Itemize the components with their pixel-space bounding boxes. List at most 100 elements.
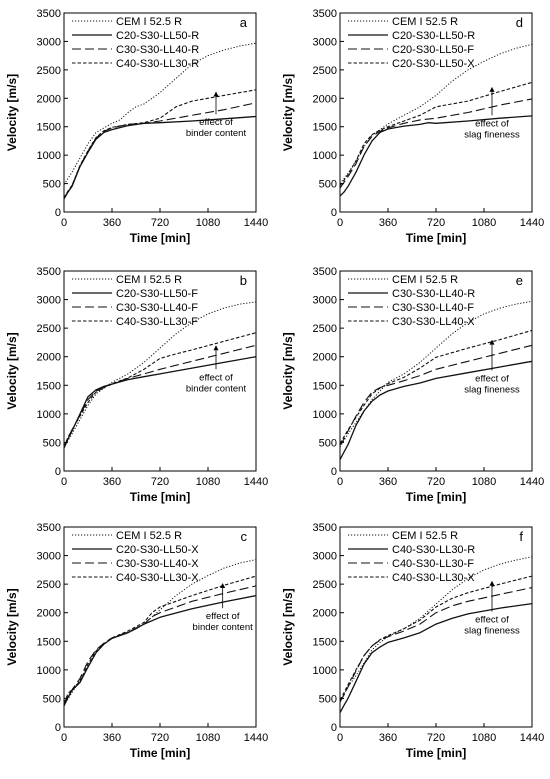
y-tick-label: 0 (331, 722, 337, 734)
chart-panel-b: 0 500 1000 1500 2000 2500 3000 3500 0 360 720 1080 1… (5, 266, 268, 504)
panel-label: d (516, 15, 523, 30)
legend-label-1: CEM I 52.5 R (116, 16, 182, 28)
plot-frame (63, 12, 257, 213)
x-tick-label: 720 (151, 476, 169, 488)
x-tick-label: 360 (103, 476, 121, 488)
y-axis-label: Velocity [m/s] (5, 588, 19, 665)
legend-label-1: CEM I 52.5 R (116, 530, 182, 542)
legend-label-2: C20-S30-LL50-X (116, 544, 199, 556)
x-tick-label: 1080 (472, 217, 496, 229)
y-tick-label: 2000 (37, 608, 61, 620)
series-line-4 (63, 89, 257, 199)
y-tick-label: 3500 (313, 266, 337, 278)
x-tick-label: 1440 (520, 476, 544, 488)
y-tick-label: 0 (331, 207, 337, 219)
legend: CEM I 52.5 R C30-S30-LL40-R C30-S30-LL40-F… (348, 274, 475, 328)
annotation-text: binder content (193, 622, 254, 633)
y-tick-label: 2000 (313, 608, 337, 620)
y-tick-label: 1000 (37, 150, 61, 162)
series-line-2 (63, 356, 257, 449)
x-axis-label: Time [min] (130, 231, 190, 245)
y-tick-label: 1500 (313, 636, 337, 648)
plot-frame (339, 12, 533, 213)
x-tick-label: 360 (379, 732, 397, 744)
x-tick-label: 360 (103, 732, 121, 744)
series-line-3 (339, 98, 533, 189)
annotation-text: effect of (199, 372, 233, 383)
x-tick-label: 360 (103, 217, 121, 229)
x-tick-label: 1440 (244, 476, 268, 488)
y-axis-label: Velocity [m/s] (281, 74, 295, 151)
y-tick-label: 3000 (37, 36, 61, 48)
y-tick-label: 500 (319, 437, 337, 449)
series-line-4 (63, 575, 257, 704)
series-line-4 (339, 575, 533, 701)
series-line-1 (63, 42, 257, 185)
annotation-text: effect of (199, 117, 233, 128)
x-tick-label: 720 (427, 217, 445, 229)
panel-label: b (240, 273, 247, 288)
legend-label-1: CEM I 52.5 R (392, 16, 458, 28)
annotation-arrowhead (489, 339, 495, 345)
annotation-arrowhead (489, 86, 495, 92)
series-line-3 (63, 344, 257, 448)
x-tick-label: 360 (379, 476, 397, 488)
annotation-text: binder content (186, 383, 247, 394)
annotation-text: slag fineness (464, 384, 520, 395)
legend-label-2: C20-S30-LL50-F (116, 288, 198, 300)
y-tick-label: 3000 (37, 295, 61, 307)
y-tick-label: 500 (319, 179, 337, 191)
legend-label-2: C20-S30-LL50-R (392, 30, 475, 42)
x-tick-label: 1440 (244, 732, 268, 744)
legend-label-3: C20-S30-LL50-F (392, 44, 474, 56)
y-tick-label: 1000 (313, 665, 337, 677)
legend-label-4: C30-S30-LL40-X (392, 316, 475, 328)
y-tick-label: 3500 (37, 266, 61, 278)
legend: CEM I 52.5 R C20-S30-LL50-R C20-S30-LL50-F… (348, 16, 475, 70)
y-tick-label: 1000 (37, 409, 61, 421)
plot-frame (63, 270, 257, 472)
x-tick-label: 1080 (472, 732, 496, 744)
x-tick-label: 720 (427, 732, 445, 744)
y-tick-label: 500 (43, 179, 61, 191)
annotation-text: effect of (475, 615, 509, 626)
x-tick-label: 360 (379, 217, 397, 229)
annotation-text: binder content (186, 128, 247, 139)
series-line-1 (63, 301, 257, 448)
legend-label-3: C30-S30-LL40-F (392, 302, 474, 314)
y-tick-label: 3500 (37, 522, 61, 534)
series-line-4 (63, 332, 257, 447)
legend-label-4: C40-S30-LL30-R (116, 58, 199, 70)
y-tick-label: 2500 (313, 579, 337, 591)
legend-label-4: C40-S30-LL30-F (116, 316, 198, 328)
legend-label-4: C40-S30-LL30-X (392, 572, 475, 584)
series-line-4 (339, 81, 533, 187)
x-axis-label: Time [min] (406, 490, 466, 504)
legend: CEM I 52.5 R C20-S30-LL50-F C30-S30-LL40-F… (72, 274, 198, 328)
y-tick-label: 2500 (313, 65, 337, 77)
y-tick-label: 2000 (313, 93, 337, 105)
legend: CEM I 52.5 R C40-S30-LL30-R C40-S30-LL30-F… (348, 530, 475, 584)
plot-frame (339, 270, 533, 472)
legend-label-2: C30-S30-LL40-R (392, 288, 475, 300)
legend-label-1: CEM I 52.5 R (392, 530, 458, 542)
series-line-1 (339, 43, 533, 184)
series-line-1 (339, 300, 533, 448)
legend-label-3: C30-S30-LL40-X (116, 558, 199, 570)
y-tick-label: 1500 (37, 380, 61, 392)
x-axis-label: Time [min] (130, 490, 190, 504)
x-tick-label: 0 (337, 732, 343, 744)
y-tick-label: 500 (319, 693, 337, 705)
legend-label-2: C40-S30-LL30-R (392, 544, 475, 556)
x-tick-label: 0 (61, 476, 67, 488)
y-tick-label: 0 (55, 722, 61, 734)
chart-panel-c: 0 500 1000 1500 2000 2500 3000 3500 0 360 720 1080 1… (5, 522, 268, 760)
y-tick-label: 3000 (313, 36, 337, 48)
y-tick-label: 0 (55, 207, 61, 219)
y-axis-label: Velocity [m/s] (281, 588, 295, 665)
annotation-arrowhead (213, 91, 219, 97)
x-tick-label: 720 (427, 476, 445, 488)
series-line-1 (63, 559, 257, 706)
x-axis-label: Time [min] (406, 746, 466, 760)
